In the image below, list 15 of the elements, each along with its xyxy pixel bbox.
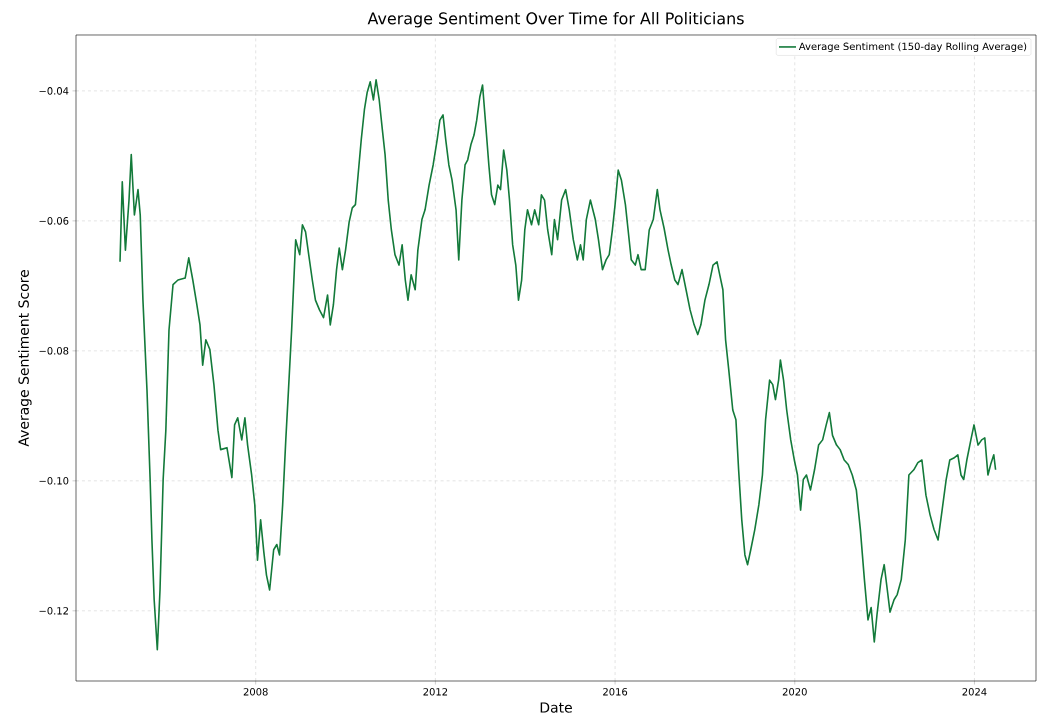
x-tick-label: 2024 <box>962 688 987 696</box>
y-tick-label: −0.08 <box>39 347 69 355</box>
x-axis-title: Date <box>540 702 572 713</box>
x-tick-label: 2008 <box>243 688 268 696</box>
y-tick-label: −0.06 <box>39 217 69 225</box>
y-tick-label: −0.12 <box>39 607 68 615</box>
x-tick-label: 2020 <box>782 688 807 696</box>
legend-label: Average Sentiment (150-day Rolling Average) <box>798 42 1027 53</box>
line-series <box>119 79 997 651</box>
y-tick-label: −0.04 <box>39 87 69 95</box>
x-tick-label: 2012 <box>423 688 448 696</box>
y-axis-title: Average Sentiment Score <box>18 270 32 447</box>
chart-title: Average Sentiment Over Time for All Politicians <box>367 12 744 28</box>
x-tick-label: 2016 <box>603 688 628 696</box>
y-tick-label: −0.10 <box>39 477 69 485</box>
